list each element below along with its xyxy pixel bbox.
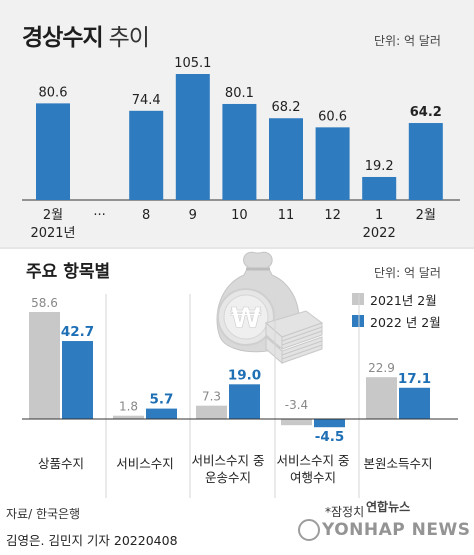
bottom-bar <box>146 408 177 419</box>
top-bar <box>36 103 70 200</box>
bottom-value-label: 1.8 <box>119 400 138 414</box>
top-value-label: 74.4 <box>132 93 161 108</box>
top-tick-label: ··· <box>93 208 105 223</box>
top-value-label: 64.2 <box>410 105 442 120</box>
bottom-bar <box>366 377 397 419</box>
top-unit-label: 단위: 억 달러 <box>374 34 441 48</box>
bottom-chart-title: 주요 항목별 <box>26 262 111 282</box>
chart-title-light: 추이 <box>108 25 150 51</box>
provisional-note: *잠정치 <box>325 505 365 519</box>
bottom-bar <box>399 387 430 419</box>
legend-label-2022: 2022 년 2월 <box>370 314 441 330</box>
bottom-value-label: 22.9 <box>368 361 395 375</box>
bottom-category-label: 여행수지 <box>290 470 336 485</box>
legend-item-2022: 2022 년 2월 <box>352 310 441 332</box>
legend-swatch-gray <box>352 293 364 305</box>
current-account-trend-chart: 80.6 2월 ··· 74.4 8 105.1 9 80.1 10 68.2 11 60.6 12 19… <box>22 56 460 241</box>
chart-title: 경상수지 추이 <box>22 18 150 52</box>
top-year-label: 2022 <box>363 226 396 241</box>
top-value-label: 68.2 <box>272 100 301 115</box>
top-value-label: 105.1 <box>174 56 211 71</box>
top-value-label: 60.6 <box>318 109 347 124</box>
watermark: YONHAP NEWS <box>298 516 474 546</box>
top-bar <box>408 123 443 200</box>
money-illustration: ₩ <box>216 251 324 365</box>
bottom-value-label: 5.7 <box>150 392 174 408</box>
bottom-bar <box>29 312 60 419</box>
bottom-category-label: 상품수지 <box>38 456 84 471</box>
bottom-category-label: 서비스수지 중 <box>277 453 350 468</box>
top-bar <box>269 118 303 200</box>
bottom-value-label: -3.4 <box>285 398 308 412</box>
bottom-value-label: 58.6 <box>31 296 58 310</box>
top-bar <box>315 127 350 200</box>
bottom-bar <box>314 419 345 428</box>
watermark-text: YONHAP NEWS <box>322 520 471 540</box>
top-tick-label: 2월 <box>416 208 436 223</box>
top-year-label: 2021년 <box>30 226 75 241</box>
legend-swatch-blue <box>352 315 364 327</box>
bottom-category-label: 서비스수지 중 <box>192 453 265 468</box>
cash-stack-icon <box>264 310 324 365</box>
bottom-bar <box>229 384 260 419</box>
bottom-category-label: 운송수지 <box>205 470 251 485</box>
top-tick-label: 9 <box>189 208 197 223</box>
top-tick-label: 11 <box>278 208 295 223</box>
bottom-value-label: 19.0 <box>228 367 261 383</box>
source-note: 자료/ 한국은행 <box>6 507 81 521</box>
bottom-value-label: -4.5 <box>315 429 345 445</box>
top-value-label: 80.1 <box>225 86 254 101</box>
top-tick-label: 12 <box>324 208 341 223</box>
bottom-category-label: 본원소득수지 <box>363 456 432 471</box>
bottom-bar <box>62 341 93 419</box>
credit-line: 김영은. 김민지 기자 20220408 <box>6 533 178 548</box>
won-coin-icon: ₩ <box>217 288 275 346</box>
top-tick-label: 8 <box>142 208 150 223</box>
legend: 2021년 2월 2022 년 2월 <box>352 288 441 332</box>
legend-label-2021: 2021년 2월 <box>370 292 437 308</box>
top-bar <box>175 74 210 200</box>
bottom-bar <box>113 415 144 419</box>
chart-title-main: 경상수지 <box>22 25 104 51</box>
bottom-category-label: 서비스수지 <box>116 456 174 471</box>
major-items-chart: 58.642.7 상품수지 1.8 5.7 서비스수지 7.3 19.0 서비스수지 중운송수… <box>22 294 458 498</box>
section-divider <box>0 247 474 249</box>
top-value-label: 80.6 <box>39 85 68 100</box>
bottom-value-label: 17.1 <box>398 371 431 387</box>
top-bar <box>362 176 397 200</box>
bottom-value-label: 7.3 <box>202 390 221 404</box>
top-bar <box>129 110 164 200</box>
bottom-unit-label: 단위: 억 달러 <box>374 266 441 280</box>
top-value-label: 19.2 <box>365 159 394 174</box>
top-tick-label: 10 <box>231 208 248 223</box>
bottom-bar <box>196 405 227 419</box>
top-tick-label: 1 <box>375 208 383 223</box>
top-bar <box>222 103 257 200</box>
bottom-bar <box>281 419 312 426</box>
bottom-value-label: 42.7 <box>61 324 94 340</box>
legend-item-2021: 2021년 2월 <box>352 288 441 310</box>
top-tick-label: 2월 <box>43 208 63 223</box>
svg-text:₩: ₩ <box>231 301 262 334</box>
brand-label: 연합뉴스 <box>366 500 411 514</box>
watermark-logo-icon <box>298 519 320 541</box>
